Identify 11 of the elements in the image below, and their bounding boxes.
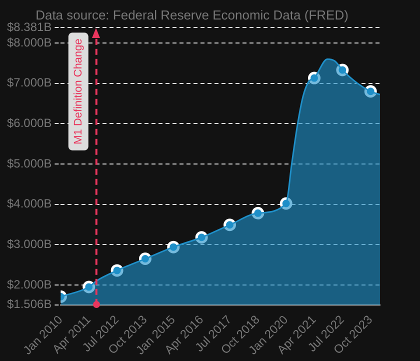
ref-line-label: M1 Definition Change <box>72 38 84 144</box>
y-tick-label: $4.000B <box>6 196 52 211</box>
y-tick-label: $5.000B <box>6 156 52 170</box>
y-tick-label: $6.000B <box>6 116 52 130</box>
y-tick-label: $7.000B <box>6 76 52 90</box>
y-tick-label: $8.000B <box>6 35 52 50</box>
y-tick-label: $8.381B <box>6 20 52 34</box>
y-tick-label: $3.000B <box>6 236 52 251</box>
chart-subtitle: Data source: Federal Reserve Economic Data (FRED) <box>36 7 348 22</box>
y-tick-label: $1.506B <box>6 297 52 312</box>
y-tick-label: $2.000B <box>6 277 52 292</box>
